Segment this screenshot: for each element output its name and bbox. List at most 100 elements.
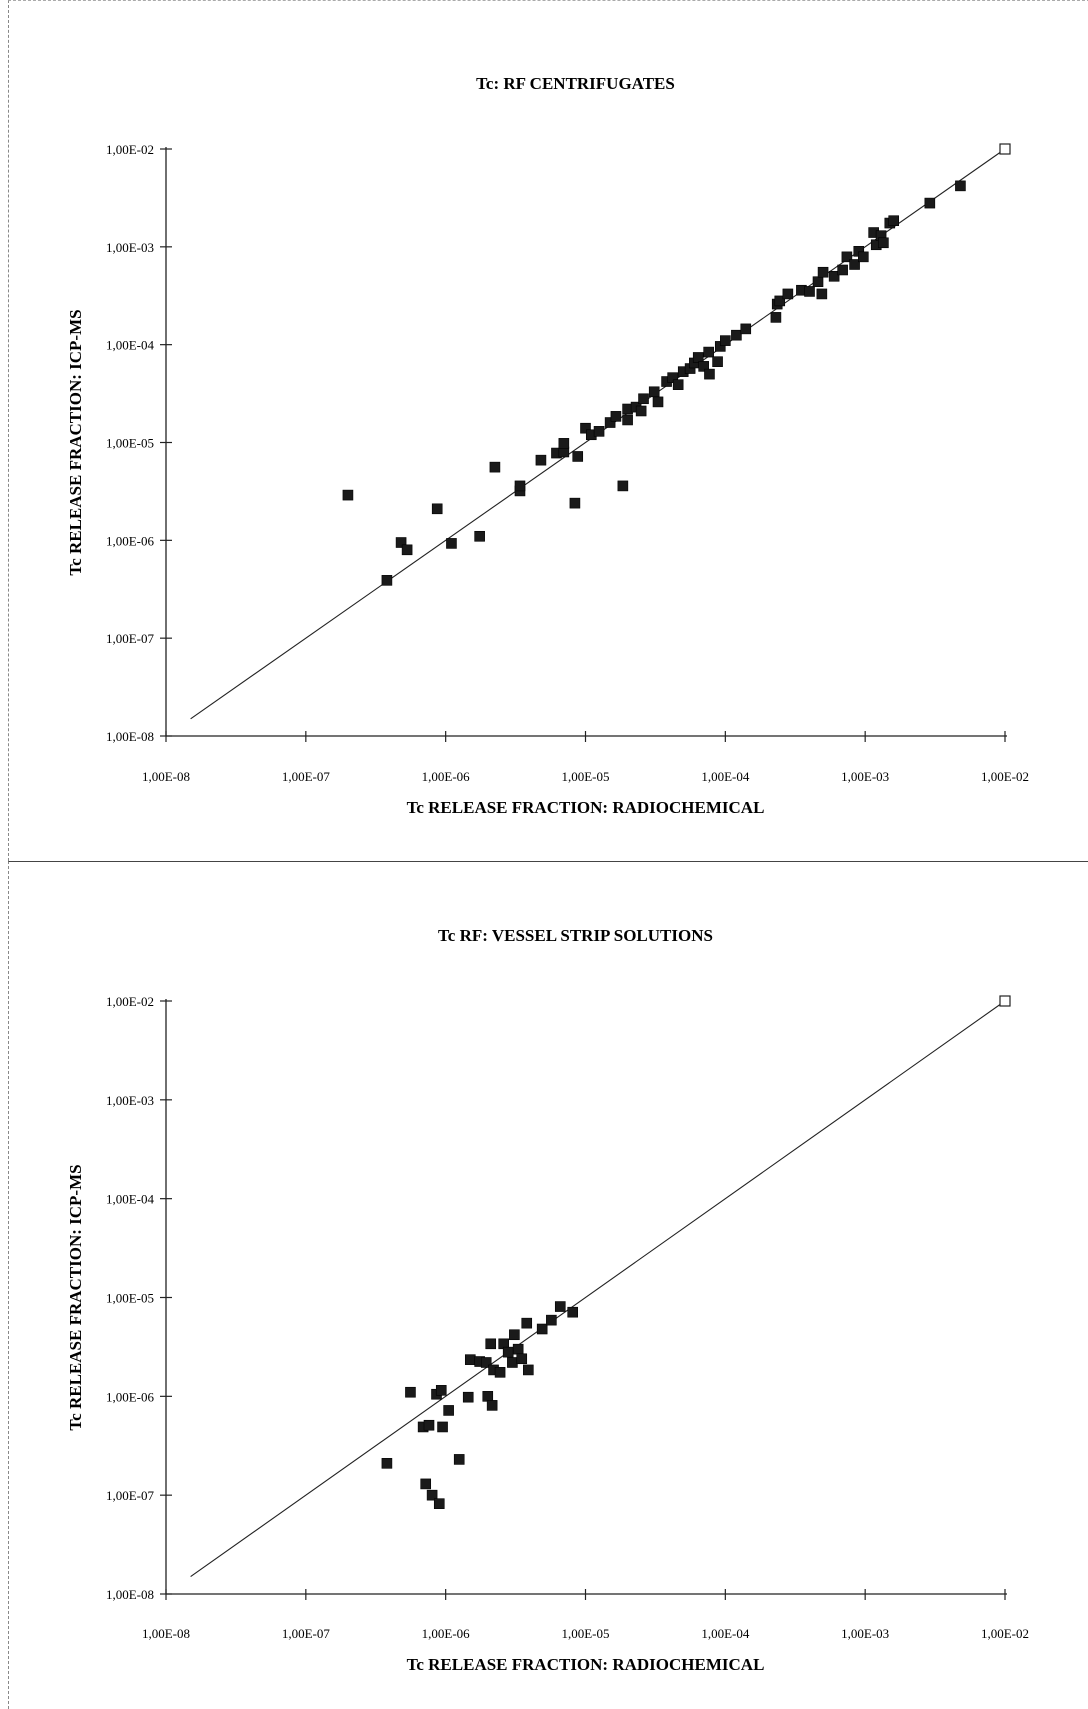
data-point [849,259,860,270]
data-point [446,538,457,549]
data-point [464,1354,476,1365]
data-point [924,197,936,209]
y-tick-label: 1,00E-06 [106,1389,155,1404]
data-point [858,251,869,263]
data-point [878,237,889,249]
x-tick-label: 1,00E-04 [701,1626,750,1641]
data-point [426,1489,438,1501]
data-point [536,1323,548,1335]
y-tick-label: 1,00E-03 [106,1093,154,1108]
y-tick-label: 1,00E-06 [106,533,155,548]
data-point [782,288,794,300]
x-tick-label: 1,00E-02 [981,1626,1029,1641]
y-tick-label: 1,00E-08 [106,1587,154,1602]
data-point [635,405,647,417]
data-point [480,1357,492,1368]
x-axis-title: Tc RELEASE FRACTION: RADIOCHEMICAL [407,1655,765,1674]
x-tick-label: 1,00E-07 [282,769,331,784]
data-point [692,352,704,363]
data-point [381,1458,393,1469]
data-point [955,180,966,192]
data-point [482,1391,494,1402]
data-point [443,1405,454,1416]
data-point [648,386,660,398]
data-point [667,372,678,383]
data-point [837,264,848,276]
data-point [395,537,407,548]
data-point [841,251,853,263]
y-tick-label: 1,00E-08 [106,729,154,744]
x-tick-label: 1,00E-05 [561,769,609,784]
y-tick-label: 1,00E-05 [106,436,154,451]
data-point [494,1367,506,1378]
data-point [435,1385,447,1396]
open-square-marker [999,995,1011,1007]
data-point [816,288,828,300]
data-point [604,417,616,428]
data-point [509,1329,520,1341]
y-tick-label: 1,00E-02 [106,994,154,1009]
chart-panel-centrifugates: Tc: RF CENTRIFUGATES 1,00E-08 1,00E-07 1,00… [8,0,1088,861]
data-point [535,454,547,466]
data-point [572,451,584,462]
data-point [474,530,485,542]
x-tick-label: 1,00E-03 [841,769,889,784]
x-tick-label: 1,00E-08 [142,1626,190,1641]
data-point [672,379,684,390]
y-tick-label: 1,00E-07 [106,631,155,646]
y-tick-label: 1,00E-05 [106,1291,154,1306]
data-point [546,1314,557,1326]
data-point [740,323,752,335]
x-tick-label: 1,00E-05 [561,1626,609,1641]
data-point [593,426,605,437]
x-axis-title: Tc RELEASE FRACTION: RADIOCHEMICAL [407,798,765,817]
data-point [720,335,731,346]
y-axis-title: Tc RELEASE FRACTION: ICP-MS [66,1164,85,1430]
data-point [804,286,815,297]
x-tick-label: 1,00E-07 [282,1626,331,1641]
data-point [774,295,786,307]
data-point [437,1421,448,1433]
x-tick-label: 1,00E-08 [142,769,190,784]
x-tick-label: 1,00E-06 [422,769,471,784]
data-point [567,1306,579,1318]
data-point [828,270,840,282]
data-point [731,329,742,341]
data-point [516,1353,528,1365]
chart-panel-vessel-strip: Tc RF: VESSEL STRIP SOLUTIONS 1,00E-08 1,0… [8,861,1088,1709]
data-point [486,1400,498,1411]
data-point [342,489,354,501]
data-point [652,396,664,408]
data-point [638,393,649,405]
data-point [554,1301,566,1312]
data-point [514,480,526,492]
chart-vessel-strip-solutions: Tc RF: VESSEL STRIP SOLUTIONS 1,00E-08 1,0… [66,926,1029,1674]
data-point [485,1338,497,1350]
data-point [521,1317,533,1329]
chart-title: Tc RF: VESSEL STRIP SOLUTIONS [438,926,713,945]
data-point [617,480,629,492]
y-axis-title: Tc RELEASE FRACTION: ICP-MS [66,309,85,575]
data-point [770,312,782,323]
data-point [580,422,591,434]
data-point [489,461,501,473]
data-point [462,1391,474,1403]
x-tick-label: 1,00E-06 [422,1626,471,1641]
x-tick-label: 1,00E-02 [981,769,1029,784]
data-point [381,575,393,586]
data-point [817,266,829,278]
data-point [433,1498,445,1509]
data-point [704,368,715,380]
data-point [405,1386,416,1398]
data-point [610,411,622,422]
y-tick-label: 1,00E-07 [106,1488,155,1503]
data-point [420,1478,432,1490]
x-tick-label: 1,00E-04 [701,769,750,784]
y-tick-label: 1,00E-04 [106,338,155,353]
chart-title: Tc: RF CENTRIFUGATES [476,74,675,93]
x-tick-label: 1,00E-03 [841,1626,889,1641]
data-point [569,497,581,509]
data-point [512,1343,524,1355]
data-point [507,1357,518,1368]
y-tick-label: 1,00E-03 [106,240,154,255]
